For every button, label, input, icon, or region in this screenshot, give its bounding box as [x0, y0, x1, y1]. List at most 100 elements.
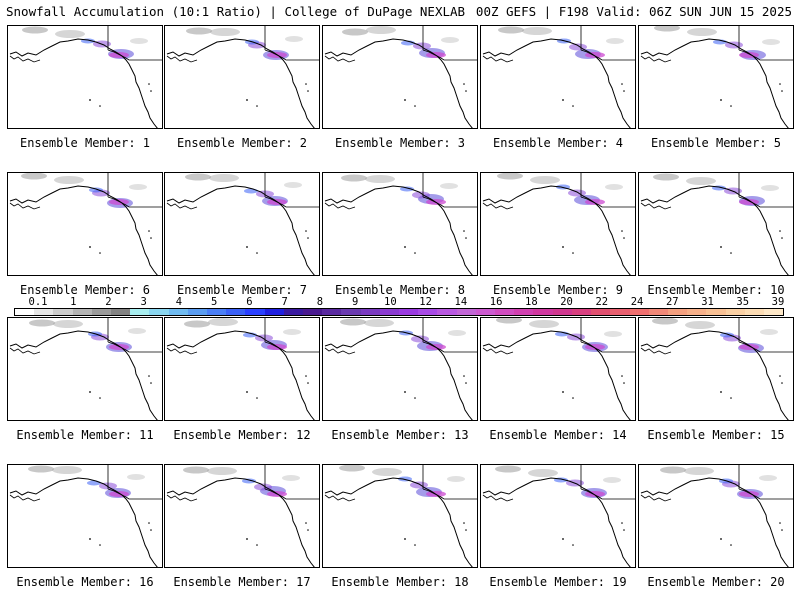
legend-tick-label: 39 — [771, 296, 785, 308]
legend-swatch — [475, 309, 496, 315]
snowfall-map — [322, 25, 478, 129]
map-title: Snowfall Accumulation (10:1 Ratio) | Col… — [6, 4, 466, 19]
legend-swatch — [379, 309, 400, 315]
legend-swatch — [15, 309, 35, 315]
ensemble-member-panel: Ensemble Member: 10 — [638, 172, 794, 297]
legend-swatch — [341, 309, 361, 315]
legend-swatch — [264, 309, 284, 315]
legend-swatch — [168, 309, 188, 315]
legend-tick-label: 24 — [630, 296, 644, 308]
member-label: Ensemble Member: 2 — [176, 136, 308, 150]
member-label: Ensemble Member: 15 — [647, 428, 785, 442]
snowfall-map — [7, 25, 163, 129]
legend-swatch — [53, 309, 73, 315]
legend-swatch — [149, 309, 169, 315]
member-label: Ensemble Member: 8 — [334, 283, 466, 297]
legend-swatch — [533, 309, 553, 315]
legend-swatch — [207, 309, 227, 315]
snowfall-map — [164, 464, 320, 568]
legend-swatch — [111, 309, 131, 315]
legend-swatch — [245, 309, 265, 315]
legend-swatch — [130, 309, 150, 315]
member-label: Ensemble Member: 7 — [176, 283, 308, 297]
member-label: Ensemble Member: 5 — [650, 136, 782, 150]
snowfall-map — [638, 464, 794, 568]
ensemble-member-panel: Ensemble Member: 4 — [480, 25, 636, 150]
member-label: Ensemble Member: 14 — [489, 428, 627, 442]
member-label: Ensemble Member: 18 — [331, 575, 469, 589]
snowfall-map — [7, 464, 163, 568]
snowfall-map — [638, 317, 794, 421]
legend-tick-label: 5 — [211, 296, 218, 308]
legend-tick-label: 35 — [736, 296, 750, 308]
ensemble-member-panel: Ensemble Member: 8 — [322, 172, 478, 297]
legend-swatch — [187, 309, 208, 315]
legend-tick-label: 2 — [105, 296, 112, 308]
member-label: Ensemble Member: 11 — [16, 428, 154, 442]
snowfall-map — [322, 317, 478, 421]
ensemble-member-panel: Ensemble Member: 20 — [638, 464, 794, 589]
member-label: Ensemble Member: 20 — [647, 575, 785, 589]
snowfall-map — [638, 172, 794, 276]
legend-swatch — [437, 309, 457, 315]
legend-swatch — [514, 309, 534, 315]
ensemble-member-panel: Ensemble Member: 12 — [164, 317, 320, 442]
snowfall-map — [480, 317, 636, 421]
legend-swatch — [72, 309, 92, 315]
legend-swatch — [495, 309, 515, 315]
snowfall-map — [7, 317, 163, 421]
member-label: Ensemble Member: 1 — [19, 136, 151, 150]
legend-swatch — [226, 309, 246, 315]
legend-swatch — [667, 309, 688, 315]
legend-swatch — [322, 309, 342, 315]
snowfall-map — [164, 172, 320, 276]
legend-swatch — [360, 309, 380, 315]
legend-swatch — [418, 309, 438, 315]
legend-tick-label: 6 — [246, 296, 253, 308]
ensemble-member-panel: Ensemble Member: 7 — [164, 172, 320, 297]
ensemble-member-panel: Ensemble Member: 15 — [638, 317, 794, 442]
member-label: Ensemble Member: 4 — [492, 136, 624, 150]
member-label: Ensemble Member: 10 — [647, 283, 785, 297]
snowfall-map — [480, 172, 636, 276]
legend-swatch — [91, 309, 112, 315]
legend-swatch — [571, 309, 592, 315]
model-run-info: 00Z GEFS | F198 Valid: 06Z SUN JUN 15 20… — [475, 4, 792, 19]
legend-tick-label: 14 — [454, 296, 468, 308]
ensemble-member-panel: Ensemble Member: 18 — [322, 464, 478, 589]
snowfall-map — [164, 25, 320, 129]
legend-tick-label: 7 — [281, 296, 288, 308]
legend-swatch — [744, 309, 764, 315]
member-label: Ensemble Member: 9 — [492, 283, 624, 297]
legend-swatch — [648, 309, 668, 315]
legend-tick-label: 10 — [384, 296, 397, 308]
snowfall-map — [480, 25, 636, 129]
member-label: Ensemble Member: 12 — [173, 428, 311, 442]
ensemble-member-panel: Ensemble Member: 13 — [322, 317, 478, 442]
legend-swatch — [399, 309, 419, 315]
snowfall-map — [322, 172, 478, 276]
legend-swatch — [725, 309, 745, 315]
member-label: Ensemble Member: 3 — [334, 136, 466, 150]
legend-swatch — [763, 309, 784, 315]
snowfall-color-legend — [14, 308, 784, 316]
legend-tick-label: 16 — [489, 296, 503, 308]
legend-swatch — [687, 309, 707, 315]
ensemble-member-panel: Ensemble Member: 14 — [480, 317, 636, 442]
ensemble-member-panel: Ensemble Member: 16 — [7, 464, 163, 589]
member-label: Ensemble Member: 6 — [19, 283, 151, 297]
ensemble-member-panel: Ensemble Member: 6 — [7, 172, 163, 297]
snowfall-map — [7, 172, 163, 276]
legend-tick-label: 1 — [70, 296, 77, 308]
ensemble-member-panel: Ensemble Member: 5 — [638, 25, 794, 150]
ensemble-member-panel: Ensemble Member: 1 — [7, 25, 163, 150]
snowfall-map — [480, 464, 636, 568]
legend-swatch — [610, 309, 630, 315]
legend-swatch — [283, 309, 304, 315]
legend-tick-label: 3 — [140, 296, 147, 308]
member-label: Ensemble Member: 16 — [16, 575, 154, 589]
legend-swatch — [552, 309, 572, 315]
legend-tick-label: 4 — [175, 296, 183, 308]
ensemble-member-panel: Ensemble Member: 2 — [164, 25, 320, 150]
legend-tick-label: 20 — [560, 296, 573, 308]
